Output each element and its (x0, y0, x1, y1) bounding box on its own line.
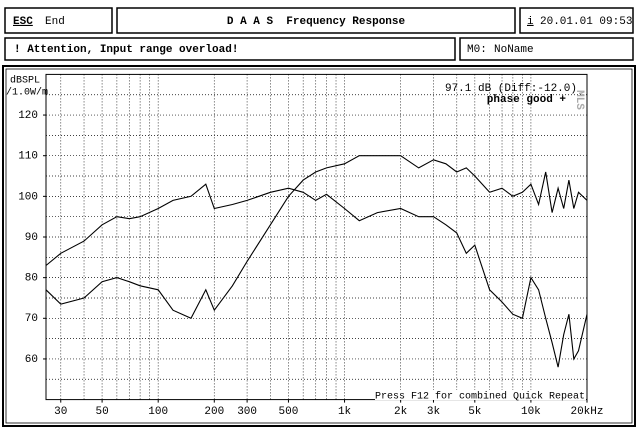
x-tick-label: 20kHz (570, 406, 603, 418)
title-box (116, 7, 516, 34)
message-box (4, 37, 456, 61)
esc-button[interactable] (4, 7, 113, 34)
y-tick-label: 120 (18, 110, 38, 122)
message: ! Attention, Input range overload! (14, 44, 238, 56)
x-tick-label: 300 (237, 406, 257, 418)
y-tick-label: 60 (25, 354, 38, 366)
x-tick-label: 100 (148, 406, 168, 418)
y-tick-label: 100 (18, 191, 38, 203)
y-tick-label: 80 (25, 273, 38, 285)
memory-key[interactable]: M0: (467, 44, 487, 56)
esc-label[interactable]: End (45, 16, 65, 28)
y-axis-unit: /1.0W/m (6, 87, 48, 99)
annotation: Press F12 for combined Quick Repeat (375, 391, 585, 403)
info-key[interactable]: i (527, 16, 534, 28)
annotation: 97.1 dB (Diff:-12.0) (445, 83, 577, 95)
annotation-bg (375, 390, 586, 400)
x-tick-label: 2k (394, 406, 408, 418)
x-tick-label: 10k (521, 406, 541, 418)
y-tick-label: 90 (25, 232, 38, 244)
y-axis-label: dBSPL (10, 75, 40, 87)
chart: 60 70 80 90 100 110 120 30 50 100 200 300 500 1k 2k 3k 5… (6, 73, 604, 418)
response-curve (45, 183, 588, 368)
y-tick-label: 70 (25, 313, 38, 325)
chart-inner-frame (5, 68, 633, 424)
x-tick-label: 50 (95, 406, 108, 418)
y-tick-label: 110 (18, 151, 38, 163)
x-tick-label: 5k (468, 406, 482, 418)
x-tick-label: 200 (204, 406, 224, 418)
memory-name: NoName (494, 44, 534, 56)
datetime: 20.01.01 09:53 (540, 16, 632, 28)
info-box[interactable] (519, 7, 634, 34)
x-tick-label: 30 (54, 406, 67, 418)
title: D A A S Frequency Response (227, 16, 406, 28)
annotation: phase good + (487, 94, 567, 106)
x-tick-label: 3k (427, 406, 441, 418)
response-curve (45, 155, 588, 320)
x-tick-label: 1k (338, 406, 352, 418)
x-tick-label: 500 (279, 406, 299, 418)
memory-box[interactable] (459, 37, 634, 61)
esc-key[interactable]: ESC (13, 16, 33, 28)
annotation-vertical: MLS (573, 90, 585, 110)
